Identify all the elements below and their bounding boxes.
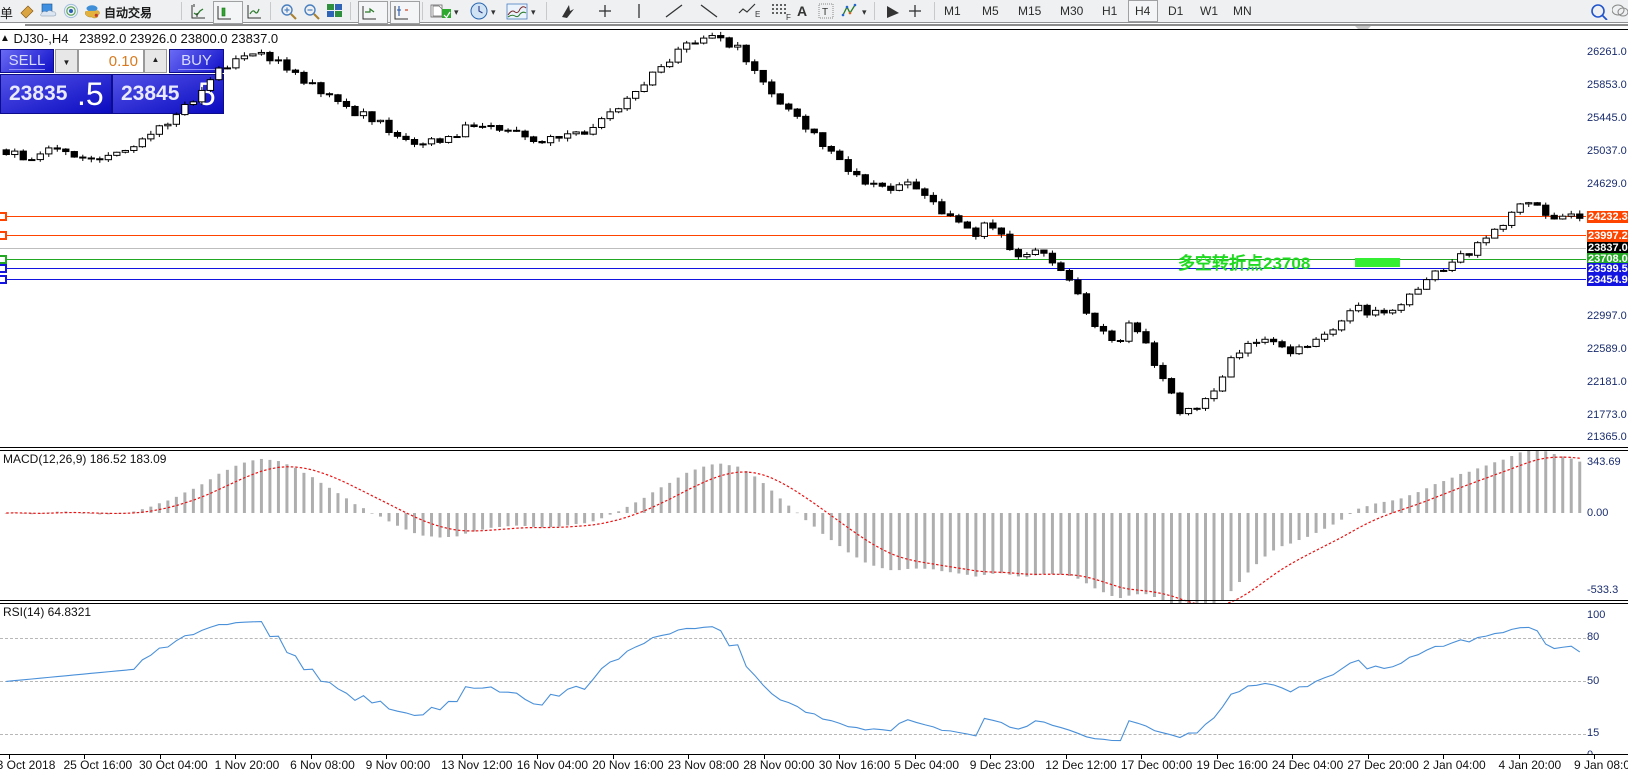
svg-text:T: T (822, 7, 828, 18)
